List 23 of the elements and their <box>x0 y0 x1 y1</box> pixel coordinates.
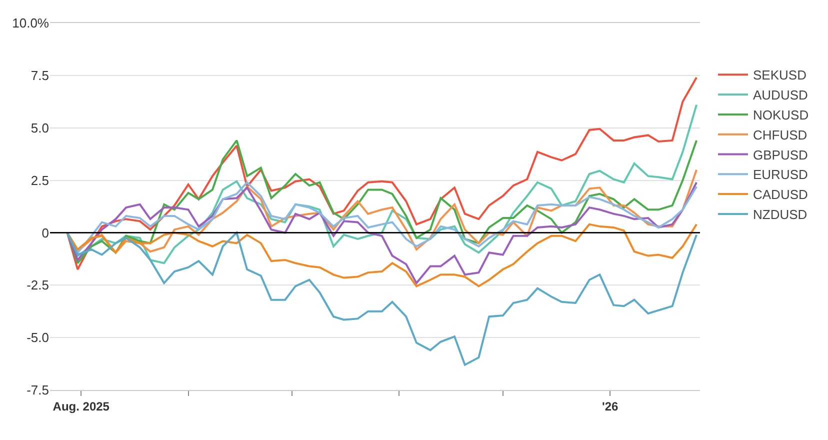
line-series <box>66 181 698 284</box>
y-tick-label: 10.0% <box>12 16 50 31</box>
legend-label: CHFUSD <box>753 127 808 142</box>
line-series <box>66 232 698 366</box>
line-series <box>66 76 698 270</box>
y-tick-label: 7.5 <box>30 68 49 83</box>
legend-label: NOKUSD <box>753 108 809 123</box>
y-tick-label: -5.0 <box>26 330 49 346</box>
legend-label: NZDUSD <box>753 207 808 222</box>
y-tick-label: 2.5 <box>30 172 49 188</box>
y-tick-label: -2.5 <box>26 278 49 293</box>
legend-label: GBPUSD <box>753 147 808 162</box>
x-tick-label: Aug. 2025 <box>52 399 110 414</box>
y-tick-label: 5.0 <box>30 120 49 136</box>
y-tick-label: -7.5 <box>26 382 49 398</box>
legend-label: EURUSD <box>753 167 808 182</box>
line-series <box>66 223 698 288</box>
legend-label: AUDUSD <box>753 88 808 103</box>
y-tick-label: 0 <box>42 225 49 240</box>
legend-label: CADUSD <box>753 187 808 202</box>
legend-label: SEKUSD <box>753 68 806 83</box>
x-tick-label: '26 <box>602 399 619 414</box>
line-series <box>66 139 698 264</box>
